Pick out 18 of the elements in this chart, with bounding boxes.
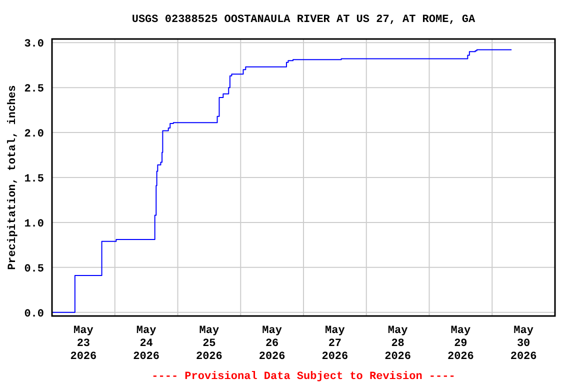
y-tick-label: 0.5 xyxy=(24,263,44,276)
y-axis-title: Precipitation, total, inches xyxy=(7,85,19,270)
x-tick-label: May 29 2026 xyxy=(447,325,474,363)
y-tick-label: 2.5 xyxy=(24,83,44,96)
text: ---- Provisional Data Subject to Revision ---- xyxy=(152,371,456,383)
x-tick-label: May 24 2026 xyxy=(133,325,160,363)
y-tick-label: 1.0 xyxy=(24,218,44,230)
x-tick-label: May 27 2026 xyxy=(322,325,348,363)
x-tick-label: May 23 2026 xyxy=(70,325,97,363)
x-tick-label: May 28 2026 xyxy=(384,325,412,363)
x-tick-label: May 26 2026 xyxy=(258,325,286,363)
chart-title: USGS 02388525 OOSTANAULA RIVER AT US 27, AT ROME, GA xyxy=(132,14,476,26)
x-tick-label: May 25 2026 xyxy=(196,325,222,363)
y-tick-label: 0.0 xyxy=(24,308,44,320)
x-tick-label: May 30 2026 xyxy=(510,325,537,363)
y-tick-label: 2.0 xyxy=(24,128,44,140)
y-tick-label: 3.0 xyxy=(24,38,44,50)
y-tick-label: 1.5 xyxy=(24,173,44,186)
